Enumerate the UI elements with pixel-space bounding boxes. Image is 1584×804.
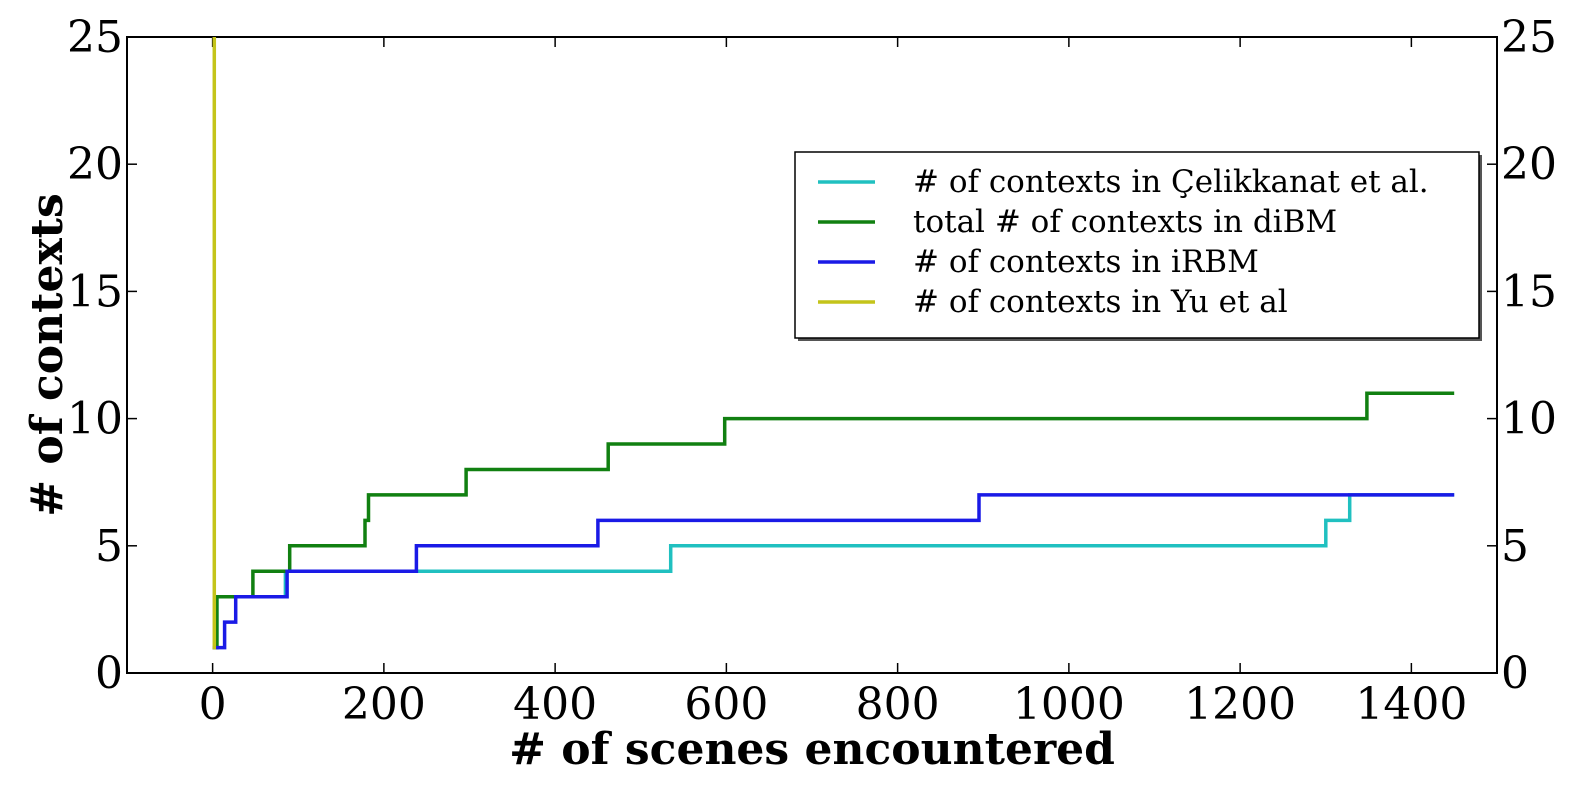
y-tick-label: 25: [67, 12, 123, 63]
legend-items: # of contexts in Çelikkanat et al. total …: [818, 164, 1429, 320]
legend-frame: [794, 151, 1480, 339]
legend: # of contexts in Çelikkanat et al. total …: [794, 151, 1482, 341]
x-tick-label: 200: [342, 679, 426, 730]
y-tick-label: 20: [67, 139, 123, 190]
y-tick-label-right: 25: [1501, 12, 1557, 63]
y-axis-label: # of contexts: [22, 193, 73, 517]
y-tick-label-right: 15: [1501, 266, 1557, 317]
y-tick-label: 15: [67, 266, 123, 317]
legend-entry-label: total # of contexts in diBM: [913, 204, 1337, 240]
x-tick-label: 1000: [1013, 679, 1125, 730]
x-tick-label: 400: [513, 679, 597, 730]
x-tick-label: 600: [684, 679, 768, 730]
axis-ticks: 0 200 400 600 800 1000 1200 1400 0 0 5 5 10 10 15 15 20 2…: [67, 12, 1557, 730]
y-tick-label-right: 10: [1501, 394, 1557, 445]
series-lines: [212, 37, 1455, 650]
y-tick-label-right: 20: [1501, 139, 1557, 190]
y-tick-label: 5: [95, 521, 123, 572]
x-tick-label: 1400: [1355, 679, 1467, 730]
legend-entry-label: # of contexts in iRBM: [913, 244, 1259, 280]
x-tick-label: 1200: [1184, 679, 1296, 730]
y-tick-label: 10: [67, 394, 123, 445]
legend-entry-label: # of contexts in Çelikkanat et al.: [913, 164, 1429, 200]
legend-entry-label: # of contexts in Yu et al: [913, 284, 1288, 320]
y-tick-label: 0: [95, 648, 123, 699]
x-tick-label: 0: [199, 679, 227, 730]
x-tick-label: 800: [856, 679, 940, 730]
x-axis-label: # of scenes encountered: [509, 724, 1115, 775]
plot-frame: [126, 36, 1498, 674]
series-line: [212, 391, 1455, 650]
series-line: [212, 37, 217, 650]
series-line: [212, 493, 1455, 650]
y-tick-label-right: 0: [1501, 648, 1529, 699]
y-tick-label-right: 5: [1501, 521, 1529, 572]
